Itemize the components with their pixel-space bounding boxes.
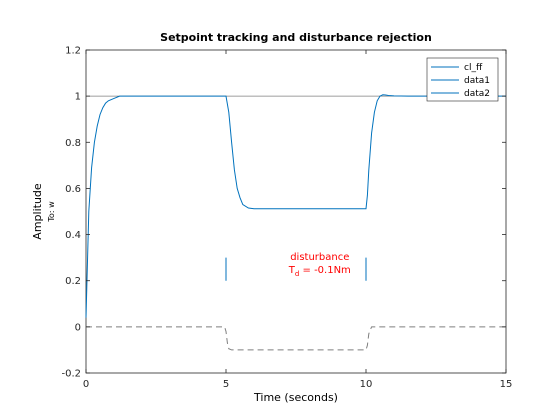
legend-items: cl_ff data1 data2 — [431, 63, 490, 99]
annotation-line2: Td = -0.1Nm — [288, 265, 351, 278]
x-tick-label: 15 — [500, 379, 513, 390]
legend-label: cl_ff — [464, 63, 483, 73]
legend-label: data1 — [464, 76, 490, 86]
legend: cl_ff data1 data2 — [426, 57, 499, 102]
x-axis-label: Time (seconds) — [253, 391, 338, 404]
annotation-value: = -0.1Nm — [299, 265, 350, 276]
y-tick-label: 1.2 — [65, 46, 81, 57]
x-tick-label: 10 — [360, 379, 373, 390]
annotation-line1: disturbance — [290, 252, 349, 263]
disturbance-annotation: disturbance Td = -0.1Nm — [288, 252, 351, 278]
annotation-subscript: d — [295, 270, 299, 278]
y-axis-label: Amplitude — [31, 183, 44, 240]
plot-area — [85, 49, 507, 374]
y-axis-output-label: To: w — [47, 201, 56, 223]
x-tick-label: 5 — [223, 379, 229, 390]
x-tick-label: 0 — [83, 379, 89, 390]
y-axis: -0.2 0 0.2 0.4 0.6 0.8 1 1.2 — [61, 46, 506, 380]
series-line-cl-ff — [85, 94, 506, 318]
series-layer — [85, 94, 506, 351]
legend-label: data2 — [464, 89, 490, 99]
y-tick-label: 0.8 — [65, 138, 81, 149]
y-tick-label: -0.2 — [61, 369, 81, 380]
marker-layer — [225, 257, 367, 281]
y-tick-label: 0 — [75, 322, 81, 333]
x-axis: 0 5 10 15 — [83, 50, 513, 390]
series-line-data2 — [86, 326, 506, 351]
chart-title: Setpoint tracking and disturbance reject… — [160, 31, 432, 44]
y-tick-label: 0.4 — [65, 230, 81, 241]
annotation-symbol: T — [288, 265, 296, 276]
y-tick-label: 0.2 — [65, 276, 81, 287]
y-tick-label: 1 — [75, 92, 81, 103]
y-tick-label: 0.6 — [65, 184, 81, 195]
